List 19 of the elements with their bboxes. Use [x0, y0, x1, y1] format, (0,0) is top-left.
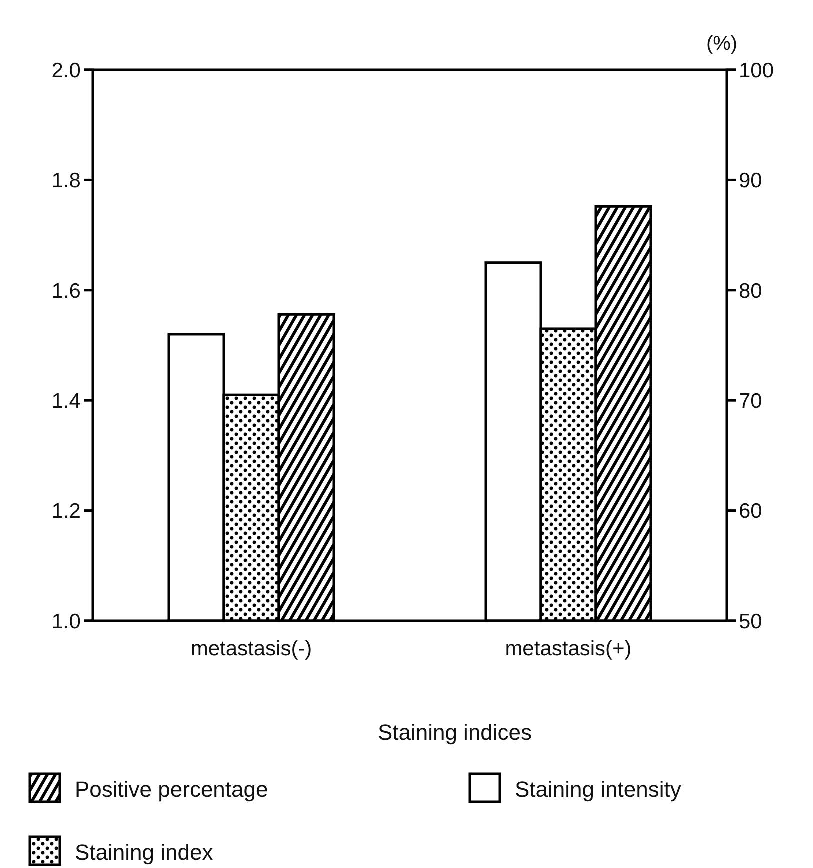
y-tick-label: 2.0	[52, 59, 81, 82]
x-axis-title: Staining indices	[378, 720, 532, 745]
y-tick-label: 1.6	[52, 280, 81, 303]
y-tick-label: 1.8	[52, 170, 81, 193]
y2-tick-label: 90	[739, 170, 762, 193]
x-tick-label: metastasis(+)	[505, 638, 632, 660]
y-tick-label: 1.4	[52, 390, 82, 413]
legend-label: Positive percentage	[75, 777, 268, 802]
y2-axis-title: (%)	[706, 33, 738, 55]
x-tick-label: metastasis(-)	[190, 638, 312, 660]
y2-tick-label: 60	[739, 500, 762, 524]
y2-tick-label: 80	[739, 280, 762, 303]
y2-tick-label: 70	[739, 390, 762, 413]
y2-tick-label: 50	[739, 610, 762, 634]
y2-tick-label: 100	[739, 59, 774, 82]
legend-label: Staining intensity	[515, 777, 682, 802]
legend-label: Staining index	[75, 840, 214, 865]
y-tick-label: 1.0	[52, 610, 81, 634]
y-tick-label: 1.2	[52, 500, 81, 524]
